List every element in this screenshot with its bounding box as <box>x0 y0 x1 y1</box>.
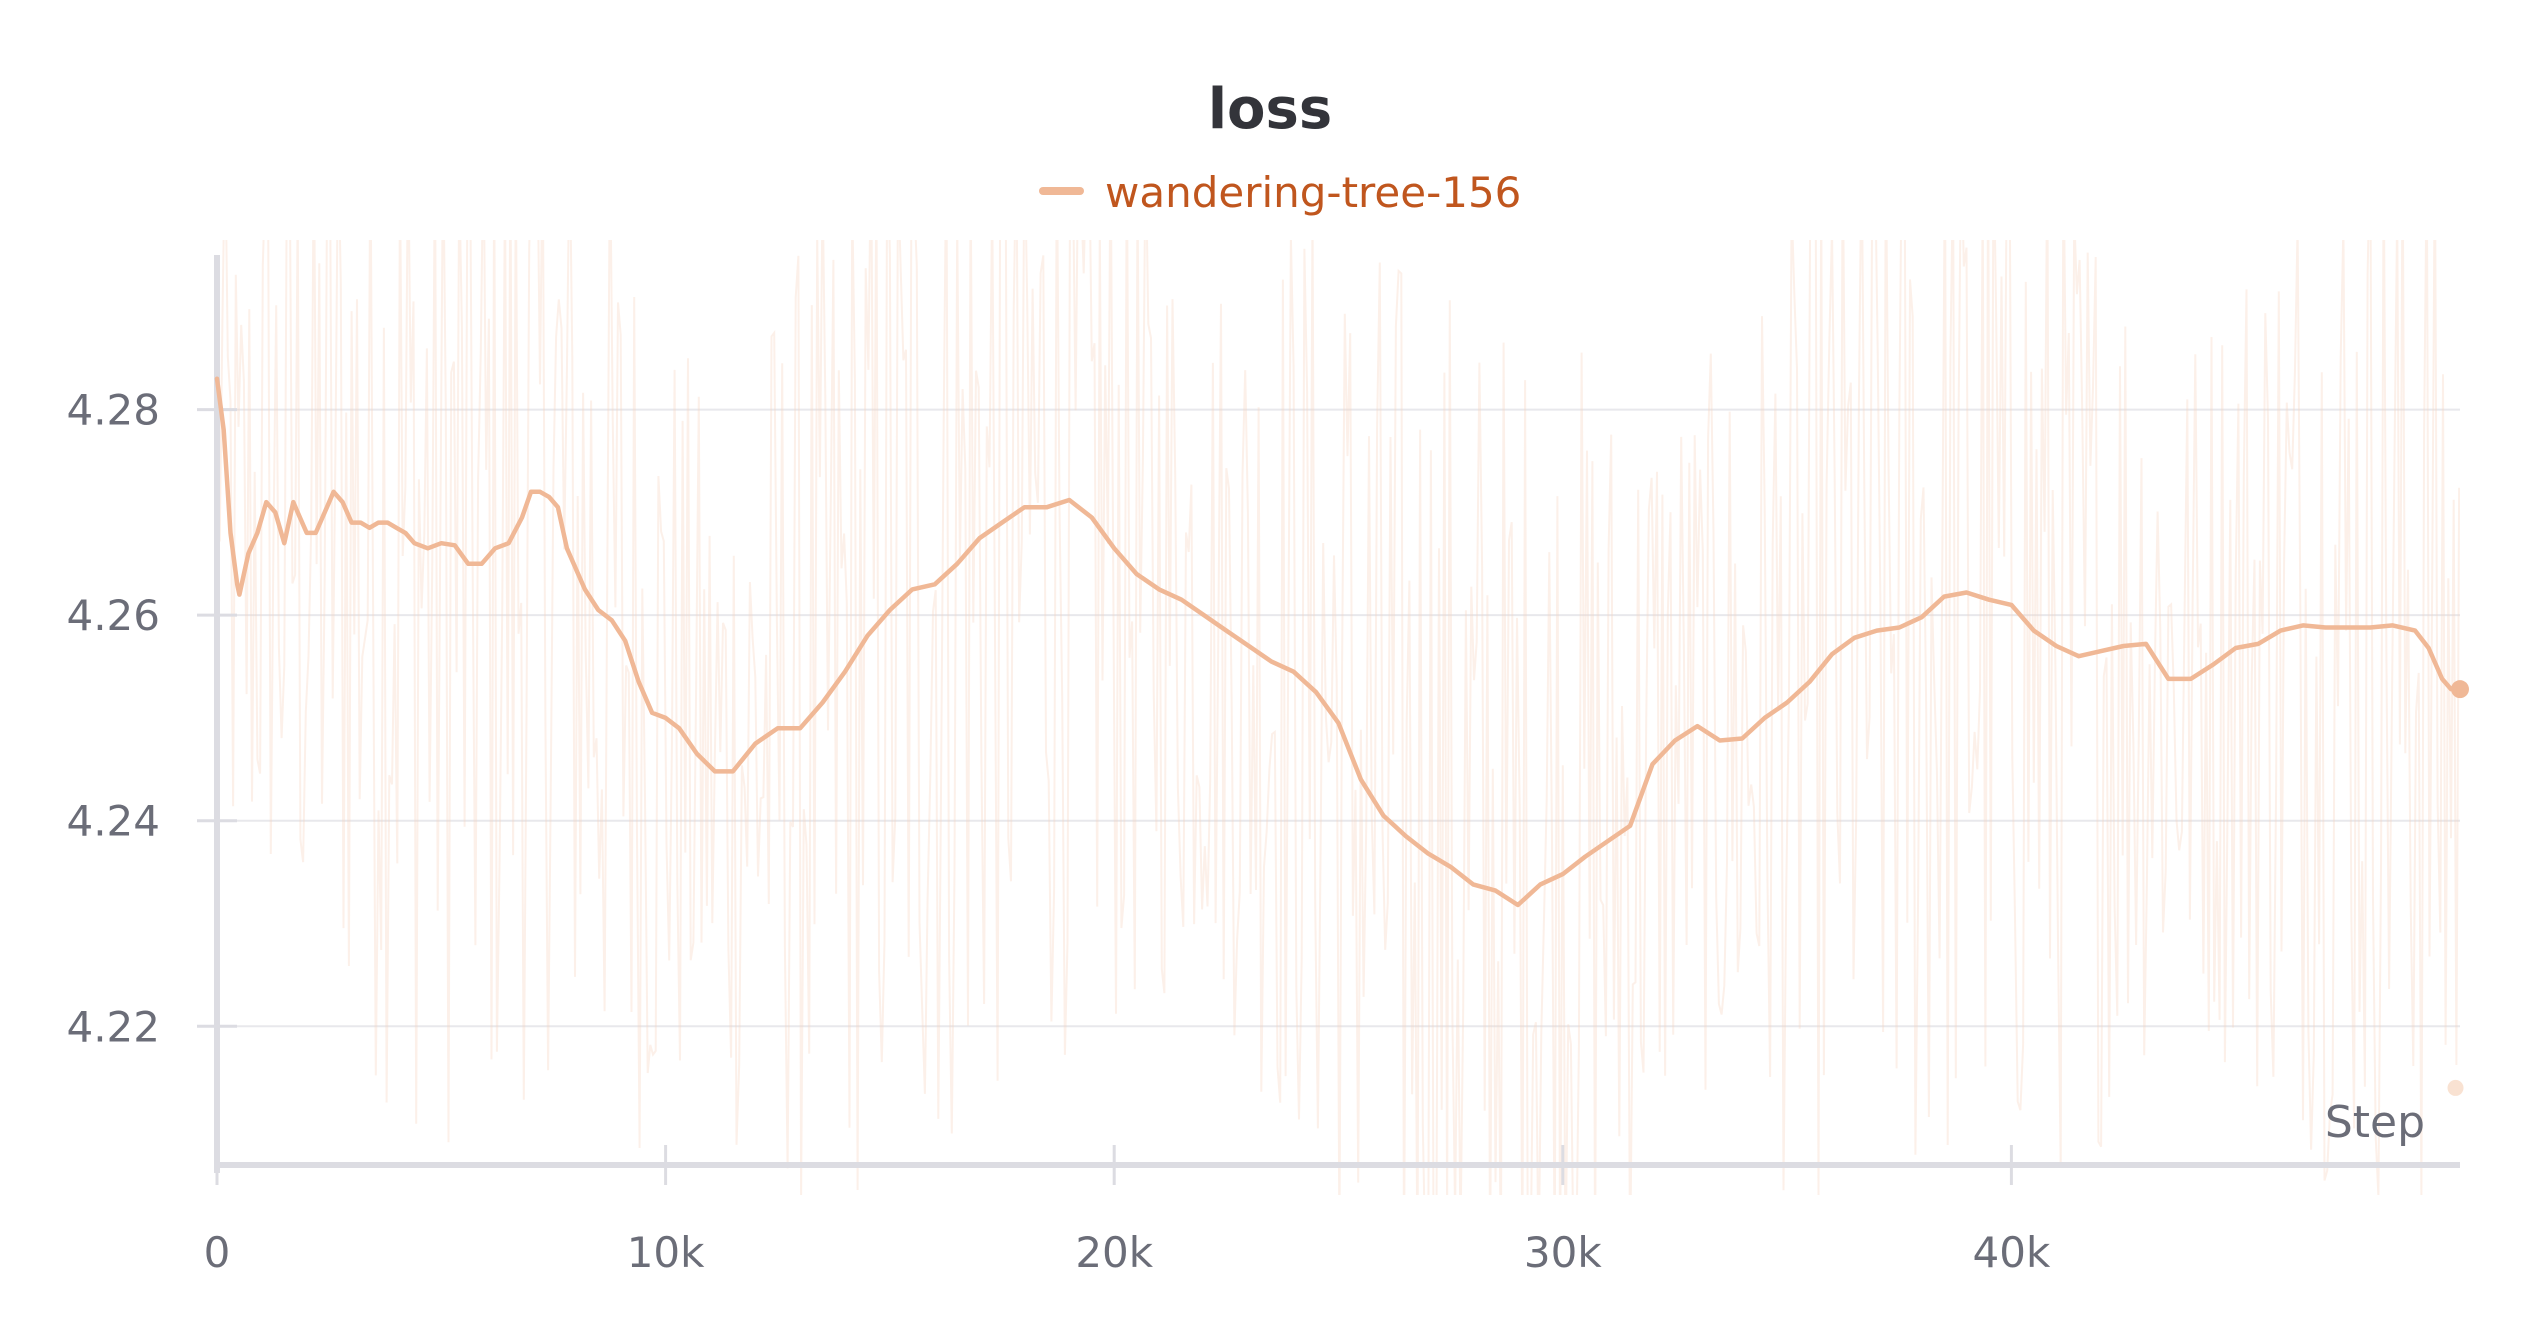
x-tick-label: 30k <box>1524 1228 1602 1277</box>
legend-label-wandering-tree-156[interactable]: wandering-tree-156 <box>1105 168 1521 217</box>
y-tick-label: 4.26 <box>66 591 160 640</box>
x-tick-label: 10k <box>627 1228 705 1277</box>
legend[interactable]: wandering-tree-156 <box>1039 168 1521 217</box>
series-line-wandering-tree-156 <box>214 376 2463 908</box>
series-lines <box>214 376 2469 1096</box>
y-tick-label: 4.28 <box>66 386 160 435</box>
raw-series-line <box>217 240 2460 1195</box>
axes <box>197 255 2460 1185</box>
x-axis-label: Step <box>2325 1097 2425 1148</box>
raw-end-point <box>2447 1079 2464 1096</box>
raw-series-noise <box>217 240 2460 1195</box>
series-end-point <box>2451 680 2469 699</box>
y-tick-label: 4.22 <box>66 1002 160 1051</box>
x-tick-label: 20k <box>1075 1228 1153 1277</box>
gridlines <box>217 408 2460 1028</box>
x-tick-label: 0 <box>204 1228 231 1277</box>
tick-labels: 0 10k 20k 30k 40k 4.22 4.24 4.26 4.28 <box>66 386 2050 1277</box>
y-tick-label: 4.24 <box>66 797 160 846</box>
chart-title: loss <box>1208 77 1332 142</box>
x-tick-label: 40k <box>1973 1228 2051 1277</box>
